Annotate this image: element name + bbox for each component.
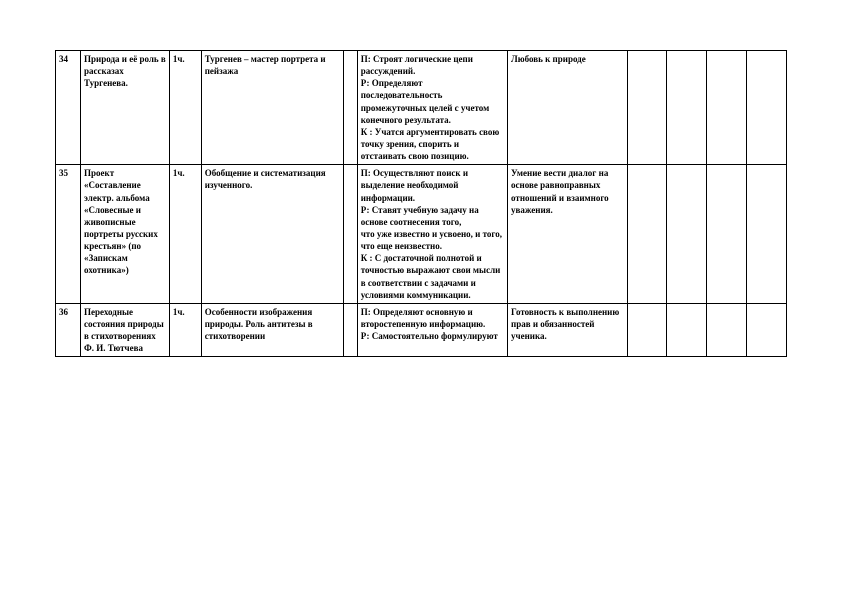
table-cell <box>747 165 787 304</box>
table-cell <box>667 51 707 165</box>
table-cell <box>627 165 667 304</box>
table-cell: Тургенев – мастер портрета и пейзажа <box>201 51 343 165</box>
table-cell: П: Строят логические цепи рассуждений.Р:… <box>357 51 507 165</box>
table-cell: Готовность к выполнению прав и обязаннос… <box>508 303 628 357</box>
table-cell: 34 <box>56 51 81 165</box>
table-cell: Умение вести диалог на основе равноправн… <box>508 165 628 304</box>
table-cell: 1ч. <box>169 51 201 165</box>
table-cell <box>344 165 358 304</box>
table-cell <box>627 51 667 165</box>
table-cell <box>667 303 707 357</box>
table-cell <box>747 51 787 165</box>
table-cell <box>707 303 747 357</box>
table-cell: Природа и её роль в рассказах Тургенева. <box>81 51 170 165</box>
curriculum-table: 34Природа и её роль в рассказах Тургенев… <box>55 50 787 357</box>
table-cell: 35 <box>56 165 81 304</box>
table-cell <box>344 51 358 165</box>
document-page: 34Природа и её роль в рассказах Тургенев… <box>0 0 842 357</box>
table-cell: П: Осуществляют поиск и выделение необхо… <box>357 165 507 304</box>
table-cell: 36 <box>56 303 81 357</box>
table-row: 36Переходные состояния природы в стихотв… <box>56 303 787 357</box>
table-cell <box>707 165 747 304</box>
table-cell <box>667 165 707 304</box>
table-cell <box>627 303 667 357</box>
table-cell: П: Определяют основную и второстепенную … <box>357 303 507 357</box>
table-cell: Проект «Составление электр. альбома «Сло… <box>81 165 170 304</box>
table-cell: Переходные состояния природы в стихотвор… <box>81 303 170 357</box>
table-cell <box>344 303 358 357</box>
table-cell: 1ч. <box>169 165 201 304</box>
table-cell <box>707 51 747 165</box>
table-cell: Любовь к природе <box>508 51 628 165</box>
table-cell: Особенности изображения природы. Роль ан… <box>201 303 343 357</box>
table-row: 34Природа и её роль в рассказах Тургенев… <box>56 51 787 165</box>
table-row: 35Проект «Составление электр. альбома «С… <box>56 165 787 304</box>
table-cell: Обобщение и систематизация изученного. <box>201 165 343 304</box>
table-cell: 1ч. <box>169 303 201 357</box>
table-cell <box>747 303 787 357</box>
